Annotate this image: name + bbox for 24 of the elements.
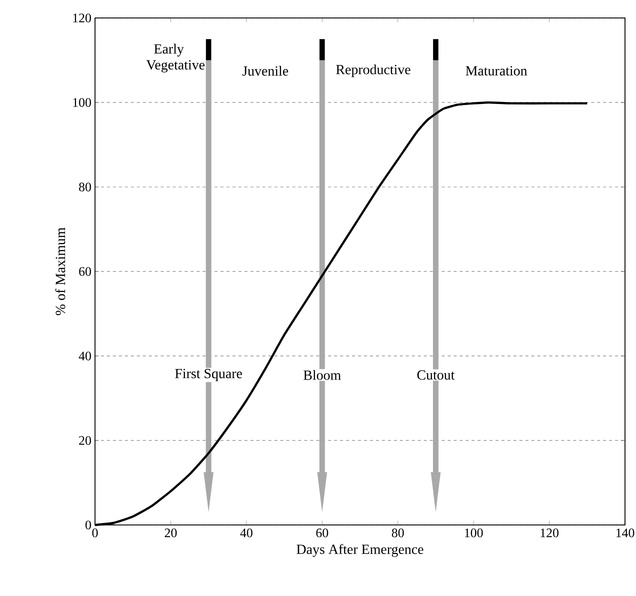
ref-line-label: Bloom: [304, 370, 341, 380]
x-tick-label: 120: [540, 528, 559, 538]
y-tick-label: 100: [73, 98, 91, 107]
x-tick-label: 20: [164, 528, 177, 538]
x-tick-label: 100: [465, 528, 483, 538]
annotation: Early Vegetative: [146, 44, 205, 72]
x-tick-label: 0: [92, 528, 98, 538]
annotation: Maturation: [466, 66, 528, 76]
y-axis-title: % of Maximum: [55, 228, 66, 316]
x-tick-label: 60: [316, 528, 328, 538]
x-tick-label: 140: [616, 528, 634, 538]
ref-line-label: Cutout: [417, 370, 455, 380]
annotation: Reproductive: [336, 64, 410, 78]
y-tick-label: 0: [86, 520, 91, 530]
annotation: Juvenile: [242, 66, 288, 76]
x-tick-label: 40: [240, 528, 252, 538]
x-axis-title: Days After Emergence: [296, 544, 424, 557]
x-tick-label: 80: [392, 528, 404, 538]
y-tick-label: 120: [73, 14, 91, 22]
y-tick-label: 60: [79, 267, 91, 276]
ref-line-label: First Square: [175, 368, 242, 382]
y-tick-label: 20: [79, 436, 91, 445]
y-tick-label: 40: [78, 352, 91, 360]
y-tick-label: 80: [79, 182, 91, 192]
